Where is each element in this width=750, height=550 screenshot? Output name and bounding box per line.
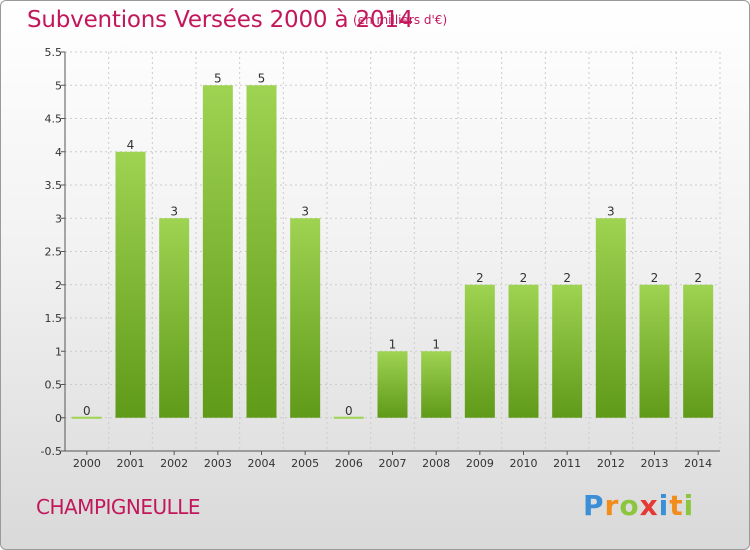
data-label: 3 [170,204,178,218]
x-tick-label: 2013 [641,457,669,470]
bar [333,416,364,419]
y-tick-label: 3.5 [45,179,63,192]
y-tick-label: 4 [55,146,62,159]
logo-letter: x [639,489,659,522]
x-tick-label: 2004 [248,457,276,470]
axes [61,51,720,455]
y-tick-label: 1.5 [45,312,63,325]
y-tick-label: 5 [55,79,62,92]
y-tick-label: -0.5 [41,445,62,458]
y-tick-label: 0.5 [45,379,63,392]
data-label: 1 [389,337,397,351]
y-tick-label: 2.5 [45,246,63,259]
logo-letter: o [619,489,640,522]
x-tick-label: 2014 [684,457,712,470]
bar [683,284,714,418]
bar [115,151,146,418]
bar [246,85,277,418]
x-tick-label: 2012 [597,457,625,470]
bars [71,85,714,419]
data-label: 2 [694,271,702,285]
bar [464,284,495,418]
data-label: 2 [520,271,528,285]
data-label: 0 [83,404,91,418]
y-tick-label: 3 [55,212,62,225]
x-tick-label: 2010 [510,457,538,470]
unit-note: (en milliers d'€) [353,13,448,27]
data-label: 2 [563,271,571,285]
bar [552,284,583,418]
data-label: 2 [476,271,484,285]
logo-letter: t [669,489,684,522]
logo-letter: i [658,489,670,522]
x-tick-label: 2005 [291,457,319,470]
data-label: 0 [345,404,353,418]
x-tick-label: 2002 [160,457,188,470]
bar [290,218,321,418]
y-tick-label: 5.5 [45,46,63,59]
y-tick-label: 2 [55,279,62,292]
x-tick-label: 2006 [335,457,363,470]
logo-letter: r [604,489,620,522]
x-tick-label: 2007 [379,457,407,470]
bar [202,85,233,418]
data-label: 3 [607,204,615,218]
bar [377,351,408,418]
x-tick-label: 2003 [204,457,232,470]
proxiti-logo: Proxiti [583,489,694,522]
location-name: CHAMPIGNEULLE [36,495,201,519]
logo-letter: P [583,489,605,522]
bar [639,284,670,418]
logo-letter: i [683,489,695,522]
y-tick-label: 0 [55,412,62,425]
data-label: 5 [258,71,266,85]
x-tick-label: 2009 [466,457,494,470]
x-tick-label: 2001 [117,457,145,470]
data-label: 2 [651,271,659,285]
y-tick-label: 1 [55,345,62,358]
bar [595,218,626,418]
data-label: 5 [214,71,222,85]
y-tick-label: 4.5 [45,113,63,126]
bar [159,218,190,418]
x-tick-label: 2000 [73,457,101,470]
bar [421,351,452,418]
x-tick-label: 2008 [422,457,450,470]
data-label: 4 [127,138,135,152]
bar [71,416,102,419]
bar [508,284,539,418]
data-label: 1 [432,337,440,351]
chart-title: Subventions Versées 2000 à 2014 [27,7,414,33]
labels: -0.500.511.522.533.544.555.5200002001420… [41,46,713,470]
data-label: 3 [301,204,309,218]
x-tick-label: 2011 [553,457,581,470]
